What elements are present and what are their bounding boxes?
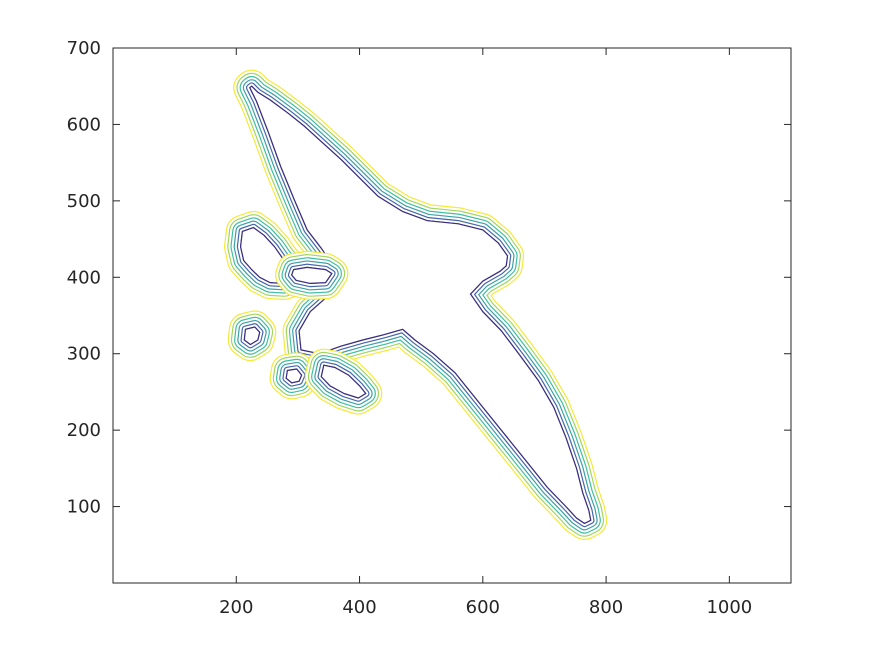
x-tick-label: 1000 [706, 597, 752, 618]
tick-marks [113, 47, 791, 583]
contour-lines [224, 69, 608, 540]
y-tick-label: 600 [67, 114, 101, 135]
y-tick-label: 400 [67, 267, 101, 288]
x-tick-label: 600 [466, 597, 500, 618]
x-tick-labels: 200 400 600 800 1000 [219, 597, 752, 618]
blob-lower-left-interior [285, 368, 303, 384]
y-tick-label: 100 [67, 497, 101, 518]
x-tick-label: 200 [219, 597, 253, 618]
y-tick-label: 700 [67, 38, 101, 59]
axes-box [112, 47, 792, 584]
blob-lower-mid-interior [320, 364, 367, 399]
y-tick-labels: 100 200 300 400 500 600 700 [67, 38, 101, 518]
y-tick-label: 300 [67, 344, 101, 365]
x-tick-label: 800 [589, 597, 623, 618]
blob-left-interior [243, 326, 261, 346]
y-tick-label: 500 [67, 191, 101, 212]
x-tick-label: 400 [342, 597, 376, 618]
blob-mid-interior [291, 266, 333, 285]
y-tick-label: 200 [67, 420, 101, 441]
